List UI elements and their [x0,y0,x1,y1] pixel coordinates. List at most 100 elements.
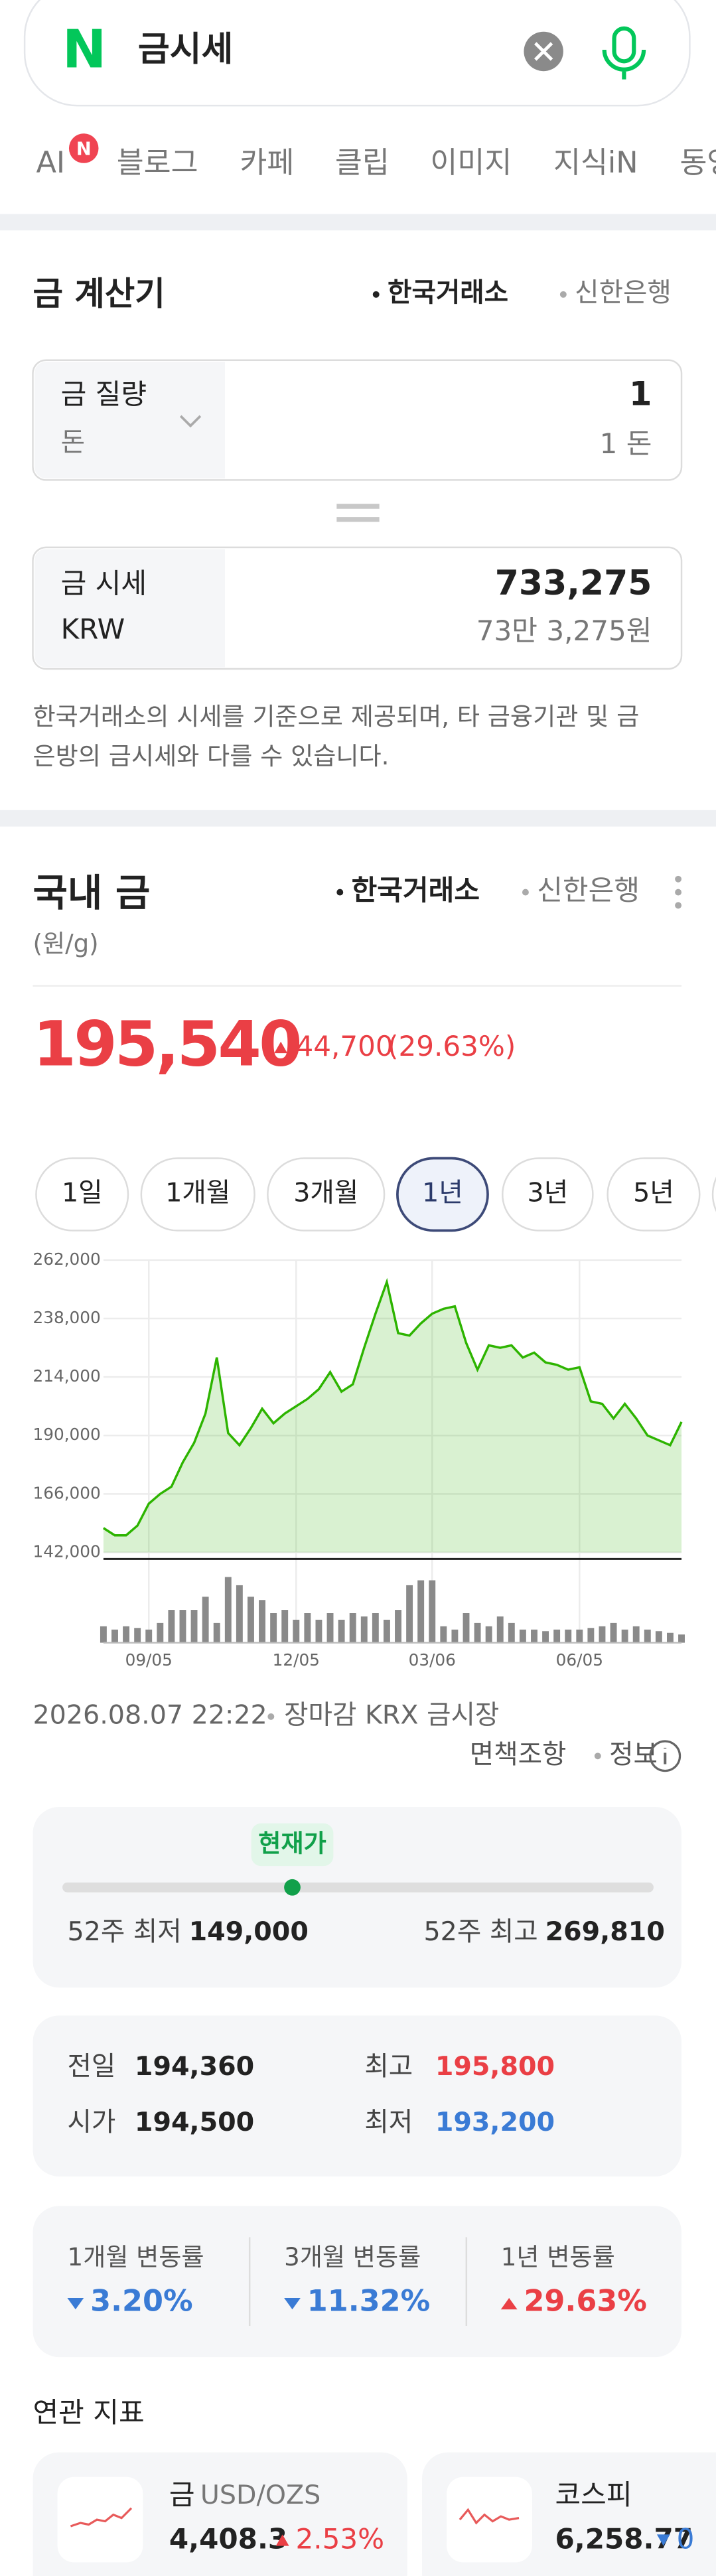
sparkline [459,2508,520,2525]
volume-bar [542,1631,549,1643]
card [33,2206,682,2358]
mic-button[interactable] [602,26,646,80]
volume-bar [304,1613,311,1643]
note: 한국거래소의 시세를 기준으로 제공되며, 타 금융기관 및 금 [33,703,639,731]
volume-bar [270,1613,277,1643]
period-button[interactable] [140,1157,255,1232]
period-label[interactable]: 3개월 [293,1177,358,1208]
tab[interactable]: 이미지 [430,145,512,180]
bullet [372,291,380,298]
x-tick-label: 09/05 [125,1650,173,1670]
x-tick-label: 03/06 [409,1650,456,1670]
source-tab[interactable]: 신한은행 [575,277,672,308]
period-button[interactable] [35,1157,129,1232]
search-query[interactable]: 금시세 [138,29,233,69]
badge-text: N [76,139,92,159]
section-title: 금 계산기 [33,275,165,313]
bullet [267,1713,275,1720]
volume-bar [463,1613,470,1643]
low: 149,000 [189,1916,309,1947]
unit-select[interactable] [34,362,226,478]
up-arrow [500,2297,518,2310]
down-arrow [284,2297,301,2310]
volume-bar [236,1585,243,1643]
stat-label: 시가 [67,2107,115,2137]
period-label[interactable]: 5년 [633,1177,674,1208]
clear-button[interactable] [524,31,563,72]
tab[interactable]: 블로그 [117,145,198,180]
section-title: 국내 금 [33,871,150,915]
badge [68,133,99,163]
timestamp: 2026.08.07 22:22 [33,1699,267,1730]
stat-label: 최저 [364,2107,413,2137]
more-button[interactable] [675,875,682,909]
period-label[interactable]: 1년 [422,1177,463,1208]
period-button[interactable] [267,1157,386,1232]
tab[interactable]: 클립 [335,145,390,180]
volume-bar [202,1597,209,1643]
volume-bar [383,1619,390,1643]
change-value: 11.32% [307,2283,430,2318]
stat-value: 195,800 [435,2051,555,2082]
logo[interactable]: N [62,18,106,80]
period-button [711,1177,716,1212]
source-tab[interactable]: 한국거래소 [352,874,480,906]
badge [251,1823,334,1867]
separator [0,810,716,827]
item-value: 4,408.3 [169,2523,287,2555]
note: 은방의 금시세와 다를 수 있습니다. [33,742,389,770]
x-tick-label: 06/05 [556,1650,603,1670]
price: 733,275 [495,563,652,603]
volume-bar [326,1613,334,1643]
period-label[interactable]: 1일 [62,1177,103,1208]
source-tab[interactable]: 신한은행 [537,874,640,906]
stat-value: 193,200 [435,2107,555,2137]
volume-bar [440,1626,447,1643]
high-label: 52주 최고 [423,1916,537,1947]
link[interactable]: 면책조항 [470,1739,567,1770]
volume-bar [145,1629,153,1643]
change-label: 1개월 변동률 [67,2243,204,2271]
volume-bar [621,1629,628,1643]
volume-bar [565,1629,572,1643]
stat-value: 194,500 [135,2107,254,2137]
volume-bar [417,1580,425,1643]
high: 269,810 [545,1916,665,1947]
bullet [522,889,529,896]
amount[interactable]: 1 [629,375,652,413]
down-arrow [67,2297,84,2310]
volume-bar [429,1580,436,1643]
volume-bar [111,1629,118,1643]
y-tick-label: 214,000 [33,1366,100,1386]
period-label[interactable]: 1개월 [165,1177,230,1208]
section-title: 연관 지표 [33,2396,144,2429]
period-label[interactable]: 3년 [528,1177,569,1208]
tab[interactable]: AI [36,145,65,180]
range-dot [284,1879,301,1896]
low-label: 52주 최저 [67,1916,181,1947]
period-button[interactable] [396,1157,489,1232]
volume-bar [508,1622,515,1643]
tab[interactable]: 동영 [680,145,716,180]
volume-bar [224,1577,232,1643]
volume-bar [259,1600,265,1643]
volume-bar [531,1629,537,1643]
volume-bar [248,1597,254,1643]
change-label: 1년 변동률 [501,2243,615,2271]
volume-bar [576,1629,583,1643]
search-bar[interactable] [23,0,691,107]
volume-bar [190,1610,198,1643]
y-tick-label: 262,000 [33,1250,100,1269]
card [33,1807,682,1988]
status: 장마감 KRX 금시장 [284,1699,499,1730]
period-button[interactable] [502,1157,594,1232]
period-button[interactable] [607,1157,701,1232]
change-label: 3개월 변동률 [284,2243,421,2271]
tab[interactable]: 지식iN [553,145,638,180]
unit-label: 금 질량 [61,378,147,411]
info-icon[interactable] [649,1740,681,1772]
source-tab[interactable]: 한국거래소 [388,277,508,308]
tab[interactable]: 카페 [240,145,294,180]
